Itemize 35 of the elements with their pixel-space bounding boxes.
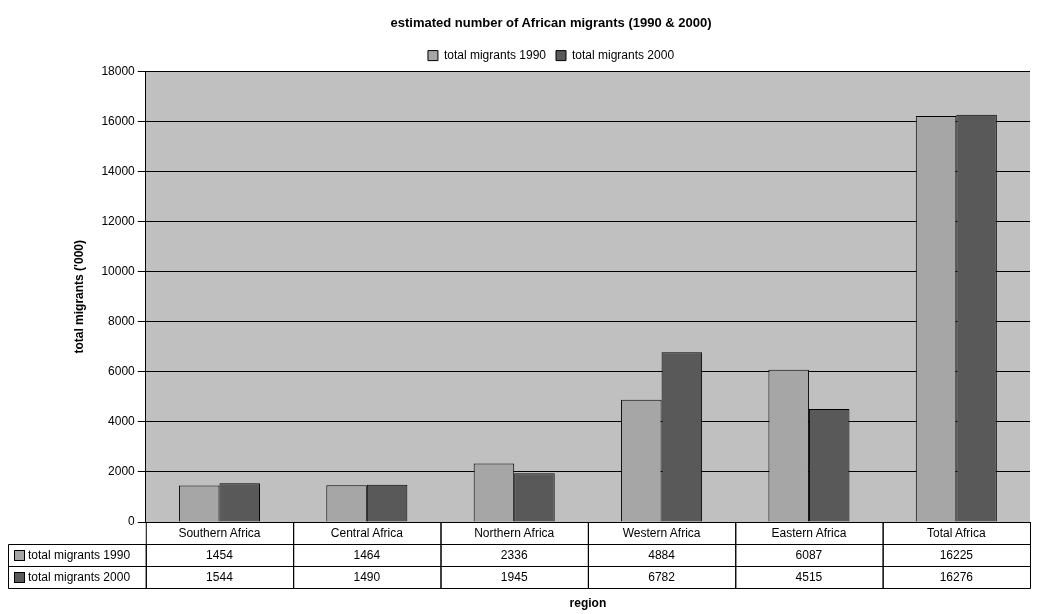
data-label: 4884 [648,548,676,563]
data-label: 1464 [353,548,381,563]
y-tick-label: 10000 [101,264,136,279]
text: total migrants 1990 [28,548,131,563]
data-label: 1945 [500,570,528,585]
y-tick-label: 2000 [108,464,136,479]
text: total migrants 2000 [28,570,131,585]
y-tick-label: 6000 [108,364,136,379]
y-tick-label: 14000 [101,164,136,178]
x-tick-label: Western Africa [622,526,701,541]
x-tick-label: Eastern Africa [771,526,847,541]
data-label: 1454 [206,548,234,563]
y-tick-label: 12000 [101,214,136,229]
x-tick-label: Total Africa [926,526,986,541]
y-tick-label: 0 [128,514,136,529]
data-label: 16225 [939,548,974,563]
data-label: 6782 [648,570,676,585]
legend-label: total migrants 1990 [443,47,547,62]
data-label: 6087 [795,548,823,563]
data-label: 16276 [939,570,974,585]
data-label: 1544 [206,570,234,585]
x-tick-label: Northern Africa [474,526,555,541]
y-tick-label: 4000 [108,414,136,429]
y-tick-label: 18000 [101,63,136,78]
chart-title: estimated number of African migrants (1990 & 2000) [390,15,712,31]
x-tick-label: Southern Africa [178,526,261,541]
legend-label: total migrants 2000 [572,47,675,62]
y-tick-label: 8000 [108,314,136,329]
x-axis-title: region [569,596,607,611]
data-label: 4515 [795,570,823,585]
data-label: 2336 [500,548,528,563]
y-tick-label: 16000 [101,113,136,128]
y-axis-title: total migrants ('000) [71,240,86,354]
data-label: 1490 [353,570,381,585]
x-tick-label: Central Africa [330,526,404,541]
